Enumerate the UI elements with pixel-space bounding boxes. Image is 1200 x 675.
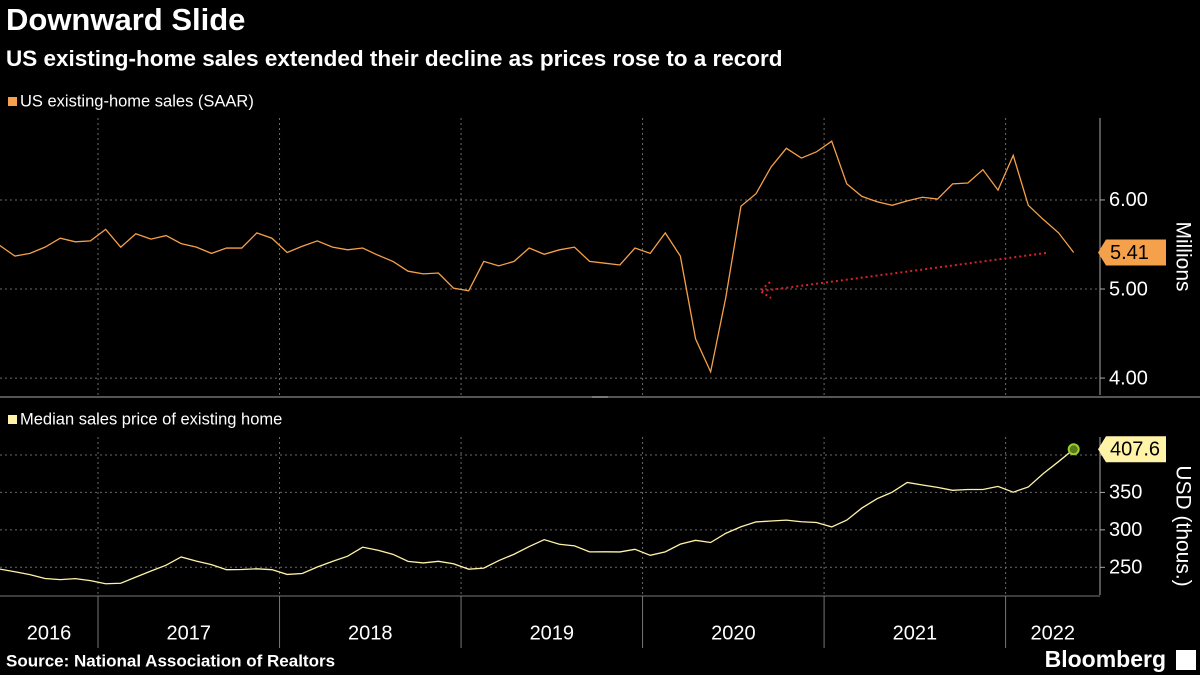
x-tick-label: 2018 [348,622,393,644]
y-axis-title: USD (thous.) [1171,465,1194,586]
annotation-arrow [758,252,1047,299]
x-tick-label: 2019 [530,622,575,644]
y-tick-label: 350 [1109,482,1142,504]
legend-swatch [8,97,17,106]
last-value-label: 5.41 [1110,242,1149,264]
chart-subtitle: US existing-home sales extended their de… [6,46,783,71]
x-tick-label: 2017 [167,622,212,644]
y-tick-label: 300 [1109,519,1142,541]
y-tick-label: 4.00 [1109,367,1148,389]
y-tick-label: 6.00 [1109,189,1148,211]
last-value-box [1098,239,1166,266]
brand-logo: Bloomberg [1045,646,1166,672]
data-line [0,140,1075,374]
y-tick-label: 5.00 [1109,278,1148,300]
y-tick-label: 250 [1109,557,1142,579]
legend-swatch [8,415,17,424]
last-value-box [1098,436,1166,463]
legend-label: Median sales price of existing home [20,410,282,428]
data-line [0,448,1075,585]
x-tick-label: 2021 [893,622,938,644]
legend-label: US existing-home sales (SAAR) [20,92,254,110]
end-marker [1067,443,1080,456]
brand-icon [1176,650,1196,670]
source-note: Source: National Association of Realtors [6,651,335,670]
x-tick-label: 2022 [1031,622,1076,644]
x-tick-label: 2020 [711,622,756,644]
y-axis-title: Millions [1171,221,1194,291]
last-value-label: 407.6 [1110,439,1160,461]
chart-title: Downward Slide [6,2,245,37]
arrow-head [758,281,772,299]
x-tick-label: 2016 [27,622,72,644]
arrow-line [761,252,1047,292]
